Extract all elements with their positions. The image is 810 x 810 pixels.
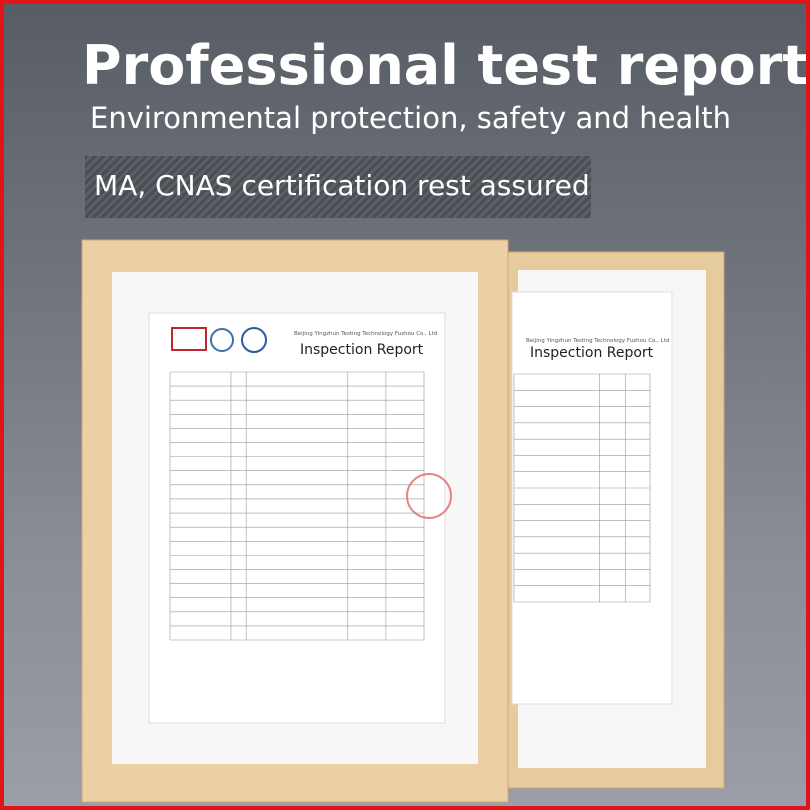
company: Beijing Yingzhun Testing Technology Fuzh… (526, 338, 669, 344)
doc-heading: Inspection Report (300, 342, 424, 358)
badge-text: MA, CNAS certification rest assured (94, 169, 590, 202)
front-document (148, 312, 446, 724)
front-table (169, 371, 425, 641)
back-table (513, 373, 651, 603)
frames: Beijing Yingzhun Testing Technology Fuzh… (81, 239, 725, 803)
subtitle: Environmental protection, safety and hea… (90, 101, 732, 135)
title: Professional test report (82, 34, 809, 97)
badge-background (85, 156, 591, 218)
cnas-logo (241, 327, 267, 353)
ilac-logo (210, 328, 234, 352)
doc-heading: Inspection Report (530, 345, 654, 361)
ma-logo (171, 327, 207, 351)
back-document (511, 291, 673, 705)
seal (406, 473, 452, 519)
company: Beijing Yingzhun Testing Technology Fuzh… (294, 331, 437, 337)
